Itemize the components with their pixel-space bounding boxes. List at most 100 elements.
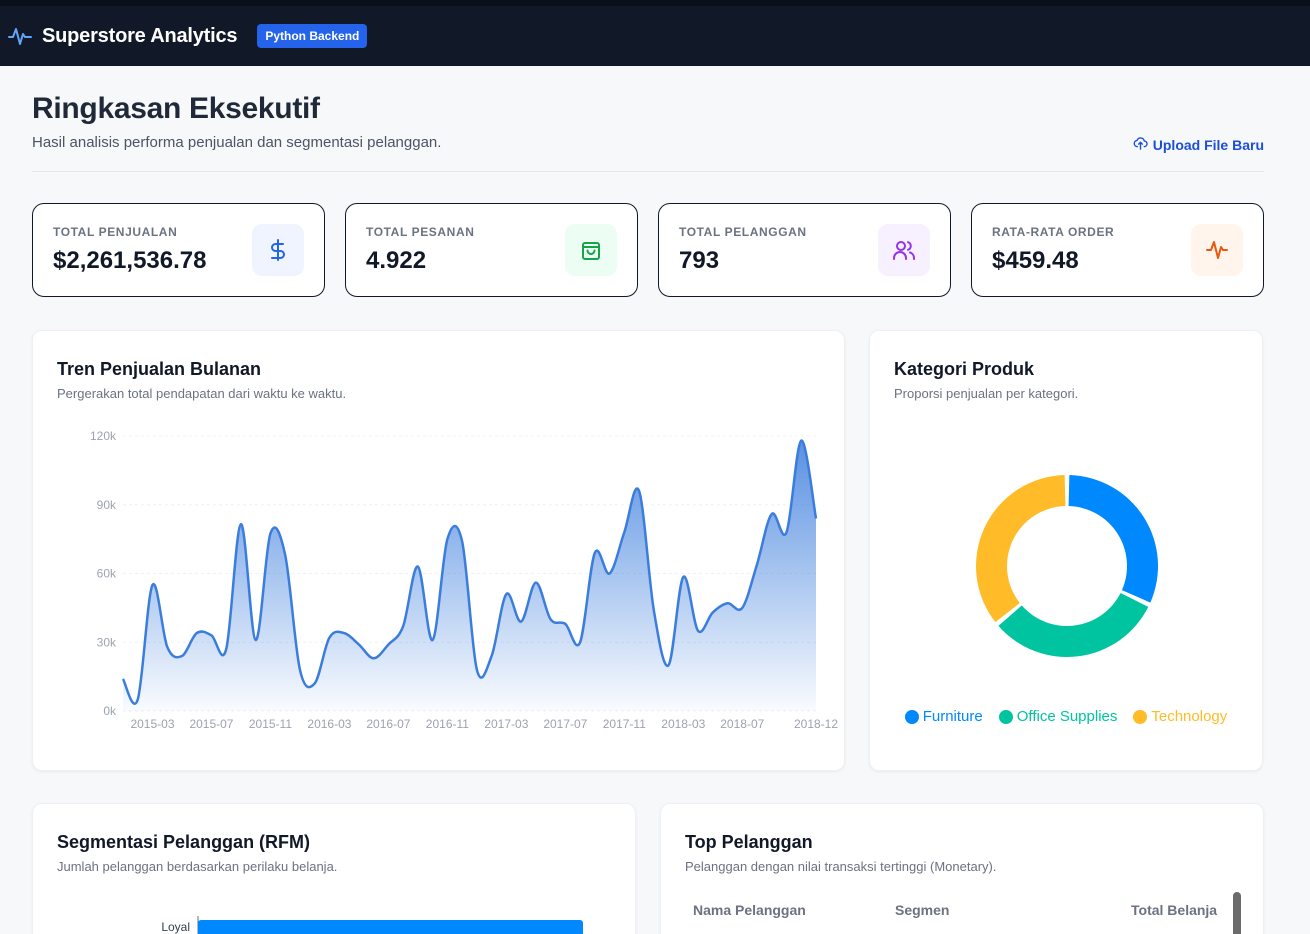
- trend-data-point[interactable]: [398, 621, 408, 631]
- column-header-name[interactable]: Nama Pelanggan: [693, 902, 806, 918]
- x-tick-label: 2018-03: [661, 717, 705, 731]
- trend-data-point[interactable]: [280, 550, 290, 560]
- trend-data-point[interactable]: [546, 614, 556, 624]
- rfm-bar-loyal[interactable]: [198, 920, 583, 934]
- kpi-value: $459.48: [992, 247, 1079, 274]
- trend-chart: 0k 30k 60k 90k 120k 2015-03 2015-07 2015-11 2016…: [90, 429, 838, 731]
- top-customers-card: Top Pelanggan Pelanggan dengan nilai tra…: [660, 803, 1264, 934]
- trend-data-point[interactable]: [354, 640, 364, 650]
- legend-item-furniture[interactable]: Furniture: [904, 708, 983, 725]
- x-tick-label: 2015-07: [189, 717, 233, 731]
- backend-badge: Python Backend: [257, 24, 368, 48]
- trend-data-point[interactable]: [605, 569, 615, 579]
- trend-data-point[interactable]: [501, 589, 511, 599]
- trend-data-point[interactable]: [767, 509, 777, 519]
- rfm-chart-subtitle: Jumlah pelanggan berdasarkan perilaku be…: [57, 859, 338, 874]
- legend-dot: [1133, 709, 1148, 724]
- trend-chart-card: Tren Penjualan Bulanan Pergerakan total …: [32, 330, 845, 771]
- trend-data-point[interactable]: [678, 572, 688, 582]
- trend-data-point[interactable]: [472, 665, 482, 675]
- trend-data-point[interactable]: [206, 630, 216, 640]
- category-chart-title: Kategori Produk: [894, 359, 1035, 379]
- trend-data-point[interactable]: [664, 660, 674, 670]
- trend-data-point[interactable]: [177, 651, 187, 661]
- rfm-bar-chart: Loyal: [161, 916, 583, 934]
- page-header: Ringkasan Eksekutif Hasil analisis perfo…: [32, 92, 1264, 172]
- x-tick-label: 2017-03: [484, 717, 528, 731]
- column-header-segment[interactable]: Segmen: [895, 902, 950, 918]
- activity-icon: [8, 24, 32, 48]
- legend-item-office-supplies[interactable]: Office Supplies: [998, 708, 1118, 725]
- upload-file-button[interactable]: Upload File Baru: [1133, 136, 1264, 154]
- trend-data-point[interactable]: [442, 534, 452, 544]
- trend-data-point[interactable]: [487, 651, 497, 661]
- dollar-icon: [252, 224, 304, 276]
- rfm-chart-card: Segmentasi Pelanggan (RFM) Jumlah pelang…: [32, 803, 636, 934]
- cloud-upload-icon: [1133, 136, 1148, 154]
- trend-data-point[interactable]: [708, 607, 718, 617]
- trend-data-point[interactable]: [339, 628, 349, 638]
- trend-data-point[interactable]: [147, 580, 157, 590]
- column-header-total[interactable]: Total Belanja: [1131, 902, 1218, 918]
- x-tick-label: 2015-11: [249, 717, 292, 731]
- trend-data-point[interactable]: [649, 605, 659, 615]
- trend-data-point[interactable]: [811, 514, 821, 524]
- donut-slice-office-supplies[interactable]: [998, 592, 1149, 657]
- trend-data-point[interactable]: [590, 548, 600, 558]
- top-customers-title: Top Pelanggan: [685, 832, 813, 852]
- y-tick-label: 0k: [103, 704, 117, 718]
- trend-data-point[interactable]: [133, 695, 143, 705]
- trend-data-point[interactable]: [723, 598, 733, 608]
- donut-slice-technology[interactable]: [976, 475, 1066, 623]
- trend-data-point[interactable]: [118, 674, 128, 684]
- y-tick-label: 120k: [90, 429, 117, 443]
- legend-item-technology[interactable]: Technology: [1133, 708, 1227, 725]
- trend-data-point[interactable]: [162, 642, 172, 652]
- table-scrollbar[interactable]: [1233, 892, 1241, 934]
- shopping-bag-icon: [565, 224, 617, 276]
- trend-data-point[interactable]: [619, 527, 629, 537]
- kpi-label: TOTAL PESANAN: [366, 225, 475, 239]
- kpi-label: RATA-RATA ORDER: [992, 225, 1115, 239]
- trend-data-point[interactable]: [324, 633, 334, 643]
- kpi-card-total-sales: TOTAL PENJUALAN $2,261,536.78: [32, 203, 325, 297]
- trend-data-point[interactable]: [413, 562, 423, 572]
- trend-data-point[interactable]: [531, 578, 541, 588]
- kpi-card-average-order: RATA-RATA ORDER $459.48: [971, 203, 1264, 297]
- donut-slice-furniture[interactable]: [1068, 475, 1158, 603]
- trend-data-point[interactable]: [752, 559, 762, 569]
- trend-data-point[interactable]: [693, 626, 703, 636]
- x-tick-label: 2018-07: [720, 717, 764, 731]
- trend-data-point[interactable]: [575, 637, 585, 647]
- trend-data-point[interactable]: [192, 628, 202, 638]
- trend-data-point[interactable]: [251, 635, 261, 645]
- trend-data-point[interactable]: [428, 635, 438, 645]
- x-tick-label: 2016-07: [366, 717, 410, 731]
- trend-data-point[interactable]: [221, 644, 231, 654]
- trend-data-point[interactable]: [560, 619, 570, 629]
- x-tick-label: 2017-07: [543, 717, 587, 731]
- category-chart-card: Kategori Produk Proporsi penjualan per k…: [869, 330, 1263, 771]
- rfm-category-label: Loyal: [161, 920, 190, 934]
- trend-data-point[interactable]: [796, 436, 806, 446]
- trend-data-point[interactable]: [369, 653, 379, 663]
- activity-icon: [1191, 224, 1243, 276]
- trend-data-point[interactable]: [265, 528, 275, 538]
- trend-data-point[interactable]: [634, 486, 644, 496]
- trend-data-point[interactable]: [295, 665, 305, 675]
- category-chart-subtitle: Proporsi penjualan per kategori.: [894, 386, 1079, 401]
- x-tick-label: 2016-11: [426, 717, 469, 731]
- trend-data-point[interactable]: [737, 603, 747, 613]
- x-tick-label: 2017-11: [603, 717, 646, 731]
- trend-data-point[interactable]: [383, 640, 393, 650]
- trend-data-point[interactable]: [457, 536, 467, 546]
- category-legend: Furniture Office Supplies Technology: [870, 708, 1262, 725]
- trend-data-point[interactable]: [782, 527, 792, 537]
- legend-label: Technology: [1151, 708, 1228, 725]
- trend-data-point[interactable]: [310, 679, 320, 689]
- category-donut-chart: [976, 475, 1158, 657]
- trend-data-point[interactable]: [236, 519, 246, 529]
- legend-label: Office Supplies: [1016, 708, 1118, 725]
- y-tick-label: 60k: [97, 567, 117, 581]
- trend-data-point[interactable]: [516, 617, 526, 627]
